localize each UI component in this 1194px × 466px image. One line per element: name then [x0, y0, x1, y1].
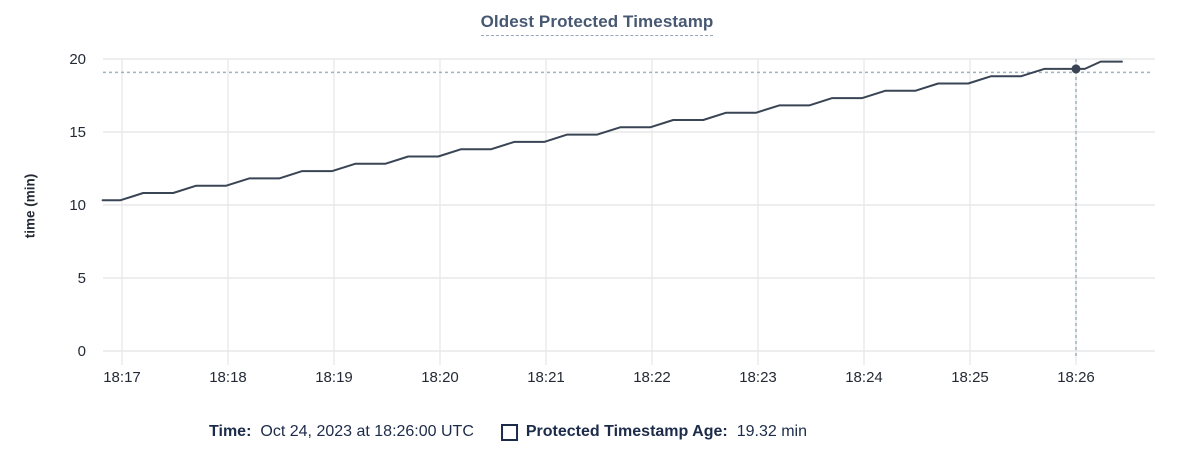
x-tick-label: 18:25 — [951, 369, 989, 386]
x-tick-label: 18:22 — [633, 369, 671, 386]
series-line — [101, 60, 1123, 202]
x-tick-label: 18:24 — [845, 369, 883, 386]
y-tick-label: 10 — [69, 197, 86, 214]
x-tick-label: 18:19 — [315, 369, 353, 386]
x-tick-label: 18:17 — [103, 369, 141, 386]
series-value: 19.32 min — [736, 423, 807, 440]
series-label[interactable]: Protected Timestamp Age: — [525, 423, 728, 440]
time-value: Oct 24, 2023 at 18:26:00 UTC — [260, 423, 474, 440]
x-tick-label: 18:26 — [1057, 369, 1095, 386]
hover-tooltip-legend: Time: Oct 24, 2023 at 18:26:00 UTC Prote… — [209, 423, 807, 441]
chart-canvas[interactable]: 18:17 18:18 18:19 18:20 18:21 18:22 18:23 18:24… — [0, 0, 1194, 400]
time-label: Time: — [209, 423, 252, 440]
y-tick-label: 20 — [69, 51, 86, 68]
x-tick-label: 18:20 — [421, 369, 459, 386]
y-tick-label: 0 — [78, 343, 86, 360]
hover-point — [1071, 64, 1081, 74]
y-tick-label: 5 — [78, 270, 86, 287]
y-tick-label: 15 — [69, 124, 86, 141]
chart-title-row: Oldest Protected Timestamp — [0, 12, 1194, 36]
x-tick-label: 18:21 — [527, 369, 565, 386]
chart-title[interactable]: Oldest Protected Timestamp — [480, 12, 714, 36]
x-tick-label: 18:23 — [739, 369, 777, 386]
x-tick-label: 18:18 — [209, 369, 247, 386]
series-swatch-icon[interactable] — [500, 423, 518, 441]
